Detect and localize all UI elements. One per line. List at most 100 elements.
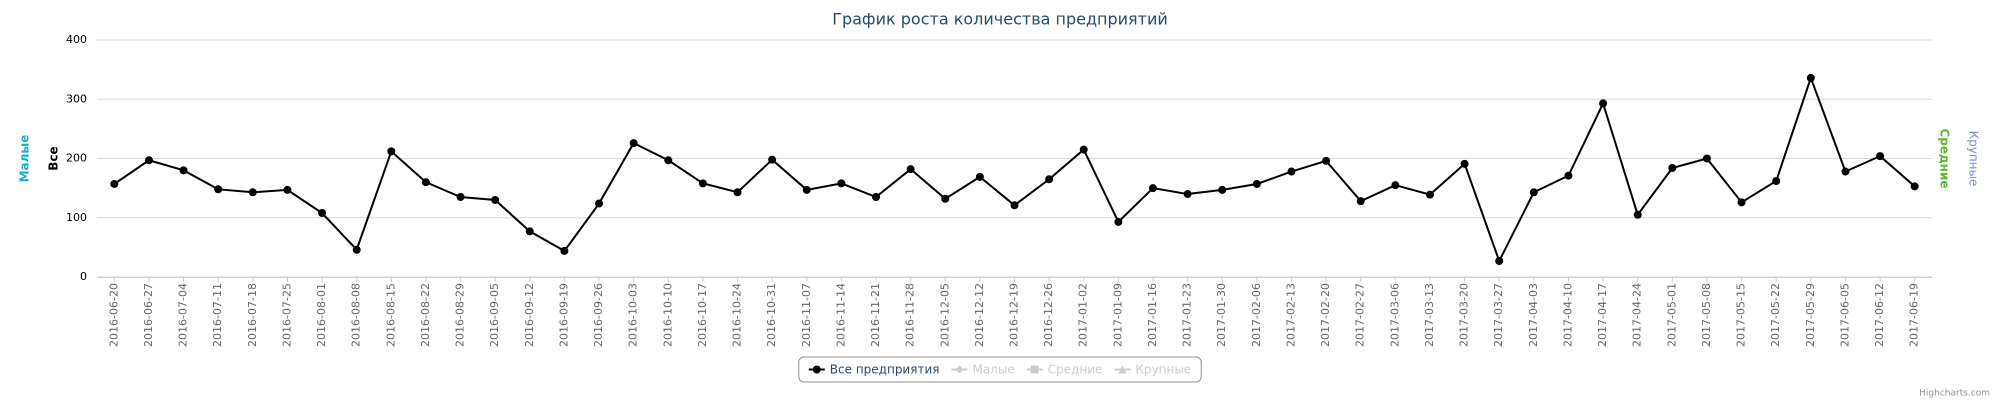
data-point (1148, 184, 1157, 193)
data-point (1841, 167, 1850, 176)
x-tick-label: 2017-04-17 (1596, 283, 1609, 347)
data-point (768, 155, 777, 164)
x-tick-label: 2017-01-16 (1146, 283, 1159, 347)
x-tick-label: 2016-12-26 (1042, 283, 1055, 347)
data-point (664, 156, 673, 165)
x-tick-label: 2016-09-12 (523, 283, 536, 347)
x-tick-label: 2016-11-21 (869, 283, 882, 347)
x-tick-label: 2016-07-04 (177, 283, 190, 347)
legend-box (798, 356, 1202, 383)
x-tick-label: 2017-06-19 (1908, 283, 1921, 347)
x-tick-label: 2016-10-31 (765, 283, 778, 347)
data-point (1772, 177, 1781, 186)
legend-item[interactable]: Крупные (1114, 363, 1191, 377)
data-point (1045, 175, 1054, 184)
data-point (837, 179, 846, 188)
y-axis-title: Малые (18, 135, 32, 183)
x-tick-label: 2016-08-22 (419, 283, 432, 347)
x-tick-label: 2017-03-20 (1458, 283, 1471, 347)
legend-label: Средние (1048, 363, 1103, 377)
data-point (1460, 159, 1469, 168)
data-point (1599, 99, 1608, 108)
data-point (1529, 188, 1538, 197)
x-tick-label: 2017-01-30 (1215, 283, 1228, 347)
data-point (802, 185, 811, 194)
credits: Highcharts.com (1919, 389, 1990, 399)
data-point (975, 172, 984, 181)
data-point (906, 165, 915, 174)
x-tick-label: 2016-12-12 (973, 283, 986, 347)
data-point (491, 195, 500, 204)
y-tick-label: 100 (66, 211, 87, 224)
x-tick-label: 2017-02-13 (1284, 283, 1297, 347)
x-tick-label: 2017-03-27 (1492, 283, 1505, 347)
data-point (629, 139, 638, 148)
y-tick-label: 200 (66, 152, 87, 165)
data-point (1425, 190, 1434, 199)
legend-item[interactable]: Средние (1026, 363, 1103, 377)
data-point (1806, 73, 1815, 82)
x-tick-label: 2017-04-03 (1527, 283, 1540, 347)
x-tick-label: 2016-11-14 (834, 283, 847, 347)
y-tick-label: 0 (80, 270, 87, 283)
y-axis-title: Средние (1938, 128, 1952, 188)
data-point (595, 199, 604, 208)
data-point (560, 246, 569, 255)
x-tick-label: 2017-05-29 (1804, 283, 1817, 347)
legend-item[interactable]: Все предприятия (808, 363, 940, 377)
data-point (1218, 185, 1227, 194)
data-point (1356, 197, 1365, 206)
data-point (1876, 152, 1885, 161)
legend-label: Крупные (1135, 363, 1191, 377)
data-point (1079, 145, 1088, 154)
x-tick-label: 2016-09-26 (592, 283, 605, 347)
data-point (248, 188, 257, 197)
y-tick-label: 300 (66, 92, 87, 105)
data-point (1633, 210, 1642, 219)
x-tick-label: 2016-09-19 (557, 283, 570, 347)
y-axis-title: Крупные (1967, 131, 1981, 187)
data-point (421, 178, 430, 187)
x-tick-label: 2017-01-23 (1181, 283, 1194, 347)
x-tick-label: 2016-11-28 (904, 283, 917, 347)
x-tick-label: 2016-07-18 (246, 283, 259, 347)
x-tick-label: 2017-01-02 (1077, 283, 1090, 347)
data-point (872, 193, 881, 202)
series-line (113, 74, 1916, 264)
data-point (1391, 181, 1400, 190)
x-tick-label: 2017-05-08 (1700, 283, 1713, 347)
x-tick-label: 2017-06-05 (1838, 283, 1851, 347)
data-point (144, 156, 153, 165)
x-tick-label: 2016-10-03 (627, 283, 640, 347)
data-point (456, 193, 465, 202)
data-point (283, 185, 292, 194)
chart-title: График роста количества предприятий (832, 10, 1168, 29)
x-tick-label: 2016-06-27 (142, 283, 155, 347)
x-tick-label: 2017-02-06 (1250, 283, 1263, 347)
data-point (733, 188, 742, 197)
data-point (1910, 182, 1919, 191)
legend-symbol (1030, 365, 1039, 374)
x-tick-label: 2016-11-07 (800, 283, 813, 347)
x-tick-label: 2016-08-01 (315, 283, 328, 347)
x-tick-label: 2016-09-05 (488, 283, 501, 347)
data-point (1183, 190, 1192, 199)
x-tick-label: 2017-04-24 (1631, 283, 1644, 347)
data-point (525, 227, 534, 236)
legend-item[interactable]: Малые (951, 363, 1015, 377)
data-point (110, 179, 119, 188)
y-axis-title: Все (47, 146, 61, 170)
data-point (1114, 217, 1123, 226)
legend-symbol (812, 365, 821, 374)
data-point (1287, 167, 1296, 176)
data-point (1564, 171, 1573, 180)
data-point (214, 185, 223, 194)
x-tick-label: 2016-07-11 (211, 283, 224, 347)
x-tick-label: 2017-04-10 (1561, 283, 1574, 347)
legend-label: Малые (972, 363, 1014, 377)
x-tick-label: 2016-10-24 (731, 283, 744, 347)
data-point (1010, 201, 1019, 210)
data-point (318, 209, 327, 218)
legend-symbol (955, 365, 964, 374)
